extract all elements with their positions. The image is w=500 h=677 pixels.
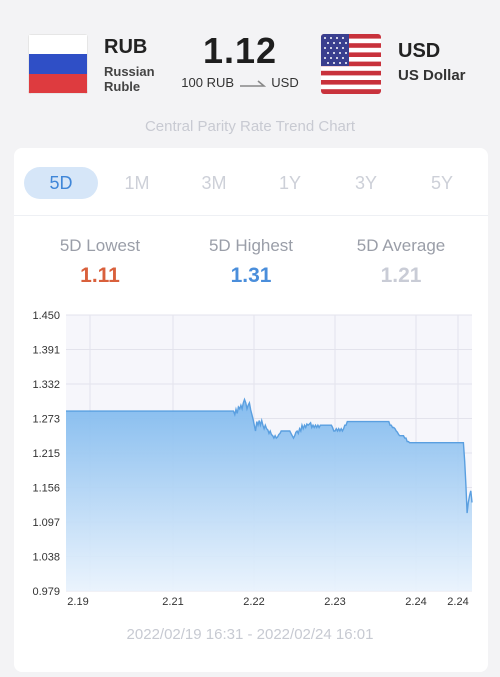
- x-tick-label: 2.22: [243, 596, 264, 608]
- x-tick-label: 2.21: [162, 596, 183, 608]
- rate-line: [66, 397, 473, 514]
- y-tick-label: 1.273: [32, 414, 60, 426]
- y-tick-label: 0.979: [32, 586, 60, 598]
- stat-average-label: 5D Average: [356, 236, 446, 255]
- conversion-target: USD: [271, 75, 299, 90]
- tab-5y[interactable]: 5Y: [430, 173, 454, 193]
- conversion-amount: 100 RUB: [181, 75, 235, 90]
- tab-3y[interactable]: 3Y: [354, 173, 378, 193]
- y-tick-label: 1.215: [32, 448, 60, 460]
- exchange-rate-value: 1.12: [202, 30, 278, 71]
- x-tick-label: 2.24: [447, 596, 468, 608]
- rate-trend-chart[interactable]: 1.450 1.391 1.332 1.273 1.215 1.156 1.097 1.038…: [0, 308, 500, 613]
- y-tick-label: 1.391: [32, 345, 60, 357]
- base-currency-code: RUB: [104, 36, 148, 58]
- stat-highest-label: 5D Highest: [208, 236, 294, 255]
- y-tick-label: 1.332: [32, 379, 60, 391]
- y-tick-label: 1.450: [32, 310, 60, 322]
- x-axis-ticks: 2.19 2.21 2.22 2.23 2.24 2.24: [67, 596, 468, 608]
- stat-average: 5D Average 1.21: [331, 236, 471, 288]
- y-tick-label: 1.038: [32, 552, 60, 564]
- period-tabs: 5D 1M 3M 1Y 3Y 5Y: [14, 148, 488, 216]
- stat-lowest-label: 5D Lowest: [59, 236, 141, 255]
- tab-1m[interactable]: 1M: [124, 173, 150, 193]
- stat-highest-value: 1.31: [230, 264, 272, 287]
- stat-highest: 5D Highest 1.31: [181, 236, 321, 288]
- y-tick-label: 1.156: [32, 483, 60, 495]
- chart-title: Central Parity Rate Trend Chart: [144, 118, 356, 135]
- quote-currency-name: US Dollar: [398, 67, 466, 84]
- x-tick-label: 2.23: [324, 596, 345, 608]
- tab-3m[interactable]: 3M: [201, 173, 227, 193]
- tab-5d[interactable]: 5D: [24, 167, 98, 199]
- x-tick-label: 2.24: [405, 596, 426, 608]
- stat-average-value: 1.21: [380, 264, 422, 287]
- currency-pair-header: RUB Russian Ruble 1.12 100 RUB USD: [0, 28, 500, 108]
- arrow-right-icon: [239, 76, 266, 91]
- stat-lowest-value: 1.11: [80, 264, 120, 287]
- stat-lowest: 5D Lowest 1.11: [30, 236, 170, 288]
- quote-currency-code: USD: [398, 40, 441, 62]
- rate-area: [66, 399, 472, 591]
- x-tick-label: 2.19: [67, 596, 88, 608]
- usa-flag-icon: [321, 34, 381, 94]
- base-currency-name: Russian Ruble: [104, 64, 155, 94]
- stats-row: 5D Lowest 1.11 5D Highest 1.31 5D Averag…: [14, 236, 488, 296]
- date-range-label: 2022/02/19 16:31 - 2022/02/24 16:01: [126, 626, 374, 643]
- russia-flag-icon: [28, 34, 88, 94]
- y-axis-ticks: 1.450 1.391 1.332 1.273 1.215 1.156 1.097 1.038…: [32, 310, 60, 598]
- y-tick-label: 1.097: [32, 517, 60, 529]
- conversion-label: 100 RUB USD: [170, 75, 310, 91]
- tab-1y[interactable]: 1Y: [278, 173, 302, 193]
